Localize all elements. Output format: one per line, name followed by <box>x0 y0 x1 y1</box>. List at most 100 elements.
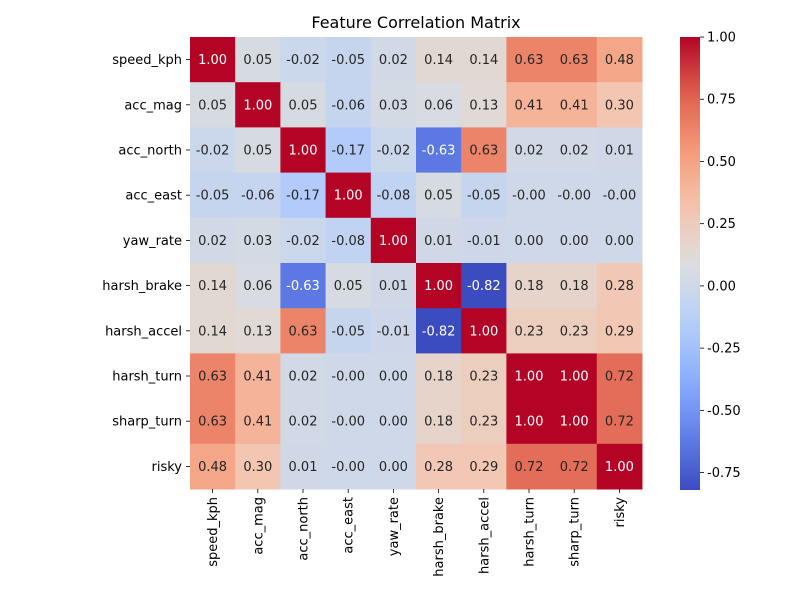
cell-value-label: 1.00 <box>289 144 318 159</box>
heatmap-cell <box>506 82 553 128</box>
heatmap-cell <box>325 263 372 309</box>
colorbar-tick-label: -0.25 <box>707 342 741 357</box>
cell-value-label: 0.72 <box>560 460 589 475</box>
heatmap-cell <box>596 37 643 83</box>
colorbar: -0.75 -0.50 -0.25 0.00 0.25 0.50 0.75 1.00 <box>680 31 741 490</box>
y-tick-label: risky <box>152 460 183 475</box>
cell-value-label: -0.01 <box>377 324 411 339</box>
heatmap-cell <box>596 172 643 219</box>
colorbar-tick-label: 0.00 <box>707 279 736 294</box>
cell-value-label: 0.14 <box>198 324 227 339</box>
x-tick-label: harsh_accel <box>477 497 492 574</box>
heatmap-cell <box>325 353 372 400</box>
cell-value-label: 0.00 <box>379 460 408 475</box>
x-tick-label: acc_east <box>342 497 357 554</box>
heatmap-cell <box>461 37 507 83</box>
heatmap-cell <box>190 308 236 354</box>
heatmap-cell <box>596 82 643 128</box>
y-tick-label: harsh_brake <box>102 279 182 294</box>
heatmap-cell <box>235 172 281 219</box>
cell-value-label: 0.01 <box>605 144 634 159</box>
heatmap-cell <box>325 217 372 264</box>
cell-value-label: 0.05 <box>334 279 363 294</box>
heatmap-cell <box>551 353 598 400</box>
heatmap-cell <box>370 172 417 219</box>
heatmap-cell <box>506 398 553 445</box>
cell-value-label: 0.02 <box>560 144 589 159</box>
cell-value-label: 0.63 <box>469 144 498 159</box>
cell-value-label: 0.00 <box>379 370 408 385</box>
cell-value-label: 1.00 <box>198 53 227 68</box>
heatmap-cell <box>370 217 417 264</box>
cell-value-label: 0.18 <box>515 279 544 294</box>
heatmap-cell <box>506 37 553 83</box>
cell-value-label: 0.00 <box>515 234 544 249</box>
heatmap-cell <box>551 37 598 83</box>
y-tick-label: harsh_accel <box>105 324 182 339</box>
cell-value-label: 1.00 <box>469 324 498 339</box>
cell-value-label: -0.63 <box>286 279 320 294</box>
heatmap-cell <box>551 172 598 219</box>
cell-value-label: 0.29 <box>469 460 498 475</box>
colorbar-tick-label: 1.00 <box>707 31 736 46</box>
heatmap-cell <box>235 127 281 174</box>
cell-value-label: 0.48 <box>605 53 634 68</box>
cell-value-label: 0.01 <box>424 234 453 249</box>
heatmap-cell <box>190 263 236 309</box>
heatmap-cell <box>325 398 372 445</box>
heatmap-cell <box>416 263 462 309</box>
cell-value-label: 0.30 <box>243 460 272 475</box>
cell-value-label: 0.00 <box>379 415 408 430</box>
cell-value-label: 0.00 <box>605 234 634 249</box>
cell-value-label: -0.02 <box>286 53 320 68</box>
heatmap-cell <box>461 443 507 490</box>
heatmap-cell <box>416 443 462 490</box>
cell-value-label: 0.02 <box>198 234 227 249</box>
heatmap-cell <box>190 217 236 264</box>
heatmap-cell <box>235 398 281 445</box>
cell-value-label: 0.41 <box>243 415 272 430</box>
cell-value-label: 0.63 <box>289 324 318 339</box>
heatmap-cell <box>280 82 327 128</box>
cell-value-label: 0.41 <box>243 370 272 385</box>
heatmap-cell <box>370 37 417 83</box>
cell-value-label: 0.03 <box>379 98 408 113</box>
heatmap-cell <box>235 443 281 490</box>
cell-value-label: -0.00 <box>557 189 591 204</box>
heatmap-cell <box>235 263 281 309</box>
heatmap-cell <box>506 443 553 490</box>
heatmap-cell <box>280 263 327 309</box>
cell-value-label: -0.17 <box>286 189 320 204</box>
cell-value-label: -0.05 <box>331 53 365 68</box>
heatmap-cell <box>370 127 417 174</box>
heatmap-cell <box>190 353 236 400</box>
heatmap-cell <box>596 443 643 490</box>
cell-value-label: 0.48 <box>198 460 227 475</box>
heatmap-cell <box>370 443 417 490</box>
heatmap-cell <box>596 263 643 309</box>
heatmap-cell <box>325 82 372 128</box>
y-tick-label: yaw_rate <box>123 234 182 249</box>
cell-value-label: -0.06 <box>241 189 275 204</box>
heatmap-cell <box>461 263 507 309</box>
heatmap-cell <box>461 308 507 354</box>
y-tick-label: harsh_turn <box>112 370 182 385</box>
heatmap-cell <box>280 217 327 264</box>
cell-value-label: -0.05 <box>331 324 365 339</box>
heatmap-cell <box>235 353 281 400</box>
colorbar-gradient <box>680 37 700 490</box>
cell-value-label: 0.05 <box>289 98 318 113</box>
heatmap-cell <box>416 127 462 174</box>
x-tick-label: speed_kph <box>206 497 221 567</box>
cell-value-label: 1.00 <box>515 370 544 385</box>
heatmap-cell <box>416 398 462 445</box>
heatmap-cell <box>370 82 417 128</box>
cell-value-label: 0.05 <box>198 98 227 113</box>
cell-value-label: 0.28 <box>605 279 634 294</box>
cell-value-label: 0.05 <box>243 144 272 159</box>
colorbar-tick-label: 0.75 <box>707 93 736 108</box>
cell-value-label: -0.82 <box>467 279 501 294</box>
heatmap-cell <box>190 398 236 445</box>
